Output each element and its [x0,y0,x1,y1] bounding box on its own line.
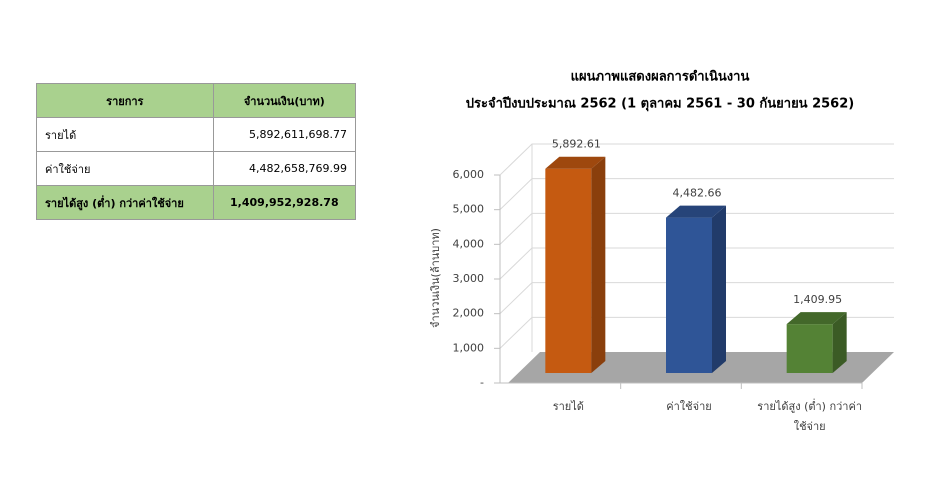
cell: 4,482,658,769.99 [212,151,357,186]
y-axis-label: จำนวนเงิน(ล้านบาท) [429,228,442,328]
bar [786,312,847,373]
x-tick-label: รายได้สูง (ต่ำ) กว่าค่าใช้จ่าย [757,400,863,433]
y-tick-label: 4,000 [453,237,485,250]
value-label: 1,409.95 [793,293,842,306]
y-tick-label: - [480,376,484,389]
y-tick-label: 3,000 [453,272,485,285]
y-tick-label: 5,000 [453,203,485,216]
bar-side [832,312,847,373]
bar-side [591,156,606,373]
cell: 1,409,952,928.78 [212,185,357,220]
bar-front [666,217,712,373]
x-tick-label: ค่าใช้จ่าย [666,400,712,413]
bar [545,156,606,373]
x-tick-label: รายได้ [552,400,584,413]
bar-side [712,205,726,373]
y-tick-label: 6,000 [453,168,485,181]
cell: รายได้สูง (ต่ำ) กว่าค่าใช้จ่าย [36,185,214,220]
bar-top [786,312,847,325]
bar [666,205,726,373]
bar-top [666,205,726,218]
header-cell: รายการ [36,83,214,118]
bar-front [786,324,833,373]
cell: รายได้ [36,117,214,152]
bar-top [545,156,606,169]
value-label: 4,482.66 [673,187,722,200]
y-tick-label: 1,000 [453,341,485,354]
bar-front [545,168,592,373]
chart-subtitle: ประจำปีงบประมาณ 2562 (1 ตุลาคม 2561 - 30… [466,96,854,112]
chart-title: แผนภาพแสดงผลการดำเนินงาน [571,69,750,85]
summary-table: รายการ จำนวนเงิน(บาท) รายได้ 5,892,611,698… [36,83,357,220]
value-label: 5,892.61 [552,138,601,151]
cell: 5,892,611,698.77 [212,117,357,152]
y-tick-label: 2,000 [453,307,485,320]
header-cell: จำนวนเงิน(บาท) [212,83,357,118]
